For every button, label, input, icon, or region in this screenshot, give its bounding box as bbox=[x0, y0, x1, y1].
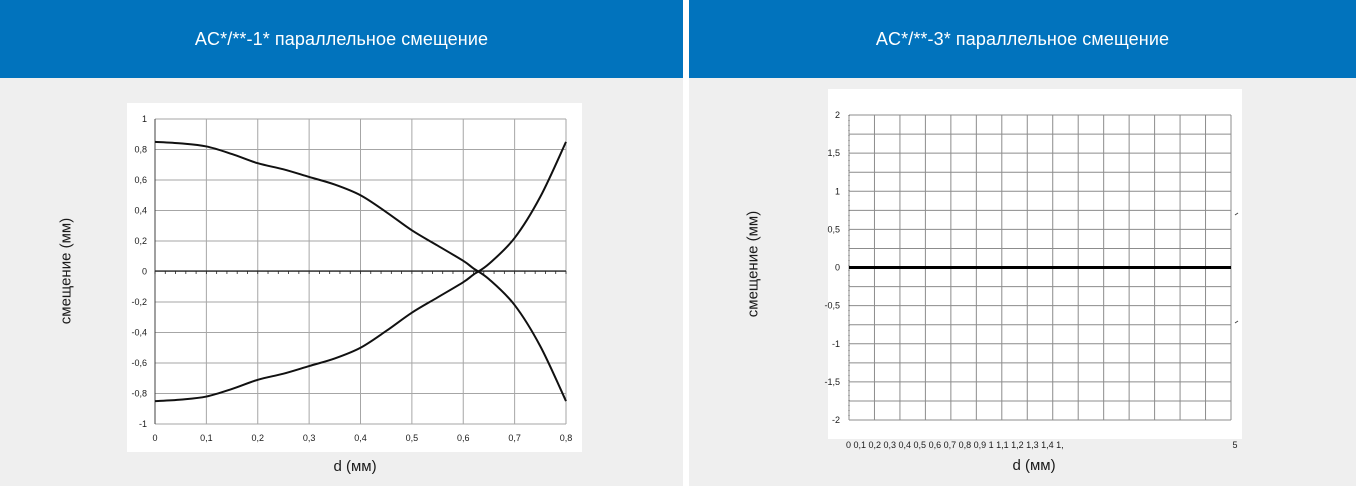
plot-area bbox=[828, 89, 1242, 439]
chart-title: AC*/**-3* параллельное смещение bbox=[689, 0, 1356, 78]
y-tick-label: -0,6 bbox=[131, 358, 147, 368]
x-tick-label: 0,8 bbox=[560, 433, 573, 443]
chart-panel-left: AC*/**-1* параллельное смещение смещение… bbox=[0, 0, 683, 486]
x-tick-label: 0 bbox=[152, 433, 157, 443]
edge-mark bbox=[1234, 212, 1239, 216]
y-tick-label: 0 bbox=[142, 267, 147, 277]
x-tick-labels: 0 0,1 0,2 0,3 0,4 0,5 0,6 0,7 0,8 0,9 1 … bbox=[846, 440, 1064, 450]
line-chart: 2 1,5 1 0,5 0 -0,5 -1 -1,5 -2 0 0,1 0,2 0,3 0,4 0… bbox=[824, 110, 1239, 450]
series-line-2 bbox=[154, 141, 567, 403]
y-tick-label: 0,5 bbox=[827, 224, 840, 234]
chart-panel-right: AC*/**-3* параллельное смещение смещение… bbox=[689, 0, 1356, 486]
x-tick-label: 0,2 bbox=[251, 433, 264, 443]
y-tick-label: -0,8 bbox=[131, 389, 147, 399]
y-tick-label: 0,6 bbox=[134, 175, 147, 185]
x-tick-label: 0,3 bbox=[303, 433, 316, 443]
x-axis-label: d (мм) bbox=[1012, 457, 1056, 474]
x-tick-label: 0,7 bbox=[508, 433, 521, 443]
y-tick-label: 1 bbox=[835, 186, 840, 196]
x-tick-label: 0,4 bbox=[354, 433, 367, 443]
x-tick-label: 0,6 bbox=[457, 433, 470, 443]
x-tick-label-end: 5 bbox=[1232, 440, 1237, 450]
y-tick-label: -2 bbox=[832, 415, 840, 425]
edge-mark bbox=[1234, 320, 1239, 324]
series-line-1 bbox=[154, 140, 567, 402]
line-chart: 0 0,1 0,2 0,3 0,4 0,5 0,6 0,7 0,810,80,60,40,20-… bbox=[131, 114, 573, 443]
y-tick-label: 0,4 bbox=[134, 206, 147, 216]
y-tick-label: -0,2 bbox=[131, 297, 147, 307]
chart-title: AC*/**-1* параллельное смещение bbox=[0, 0, 683, 78]
y-tick-label: -1 bbox=[832, 339, 840, 349]
x-tick-label: 0,1 bbox=[200, 433, 213, 443]
y-tick-label: 1,5 bbox=[827, 148, 840, 158]
x-tick-label: 0,5 bbox=[406, 433, 419, 443]
y-tick-label: -1,5 bbox=[824, 377, 840, 387]
y-tick-label: 1 bbox=[142, 114, 147, 124]
y-tick-label: 0,8 bbox=[134, 145, 147, 155]
y-tick-label: 0,2 bbox=[134, 236, 147, 246]
y-tick-label: -0,4 bbox=[131, 328, 147, 338]
x-axis-label: d (мм) bbox=[333, 458, 377, 475]
y-tick-label: -1 bbox=[139, 419, 147, 429]
y-tick-label: 2 bbox=[835, 110, 840, 120]
y-tick-label: -0,5 bbox=[824, 301, 840, 311]
y-tick-label: 0 bbox=[835, 263, 840, 273]
